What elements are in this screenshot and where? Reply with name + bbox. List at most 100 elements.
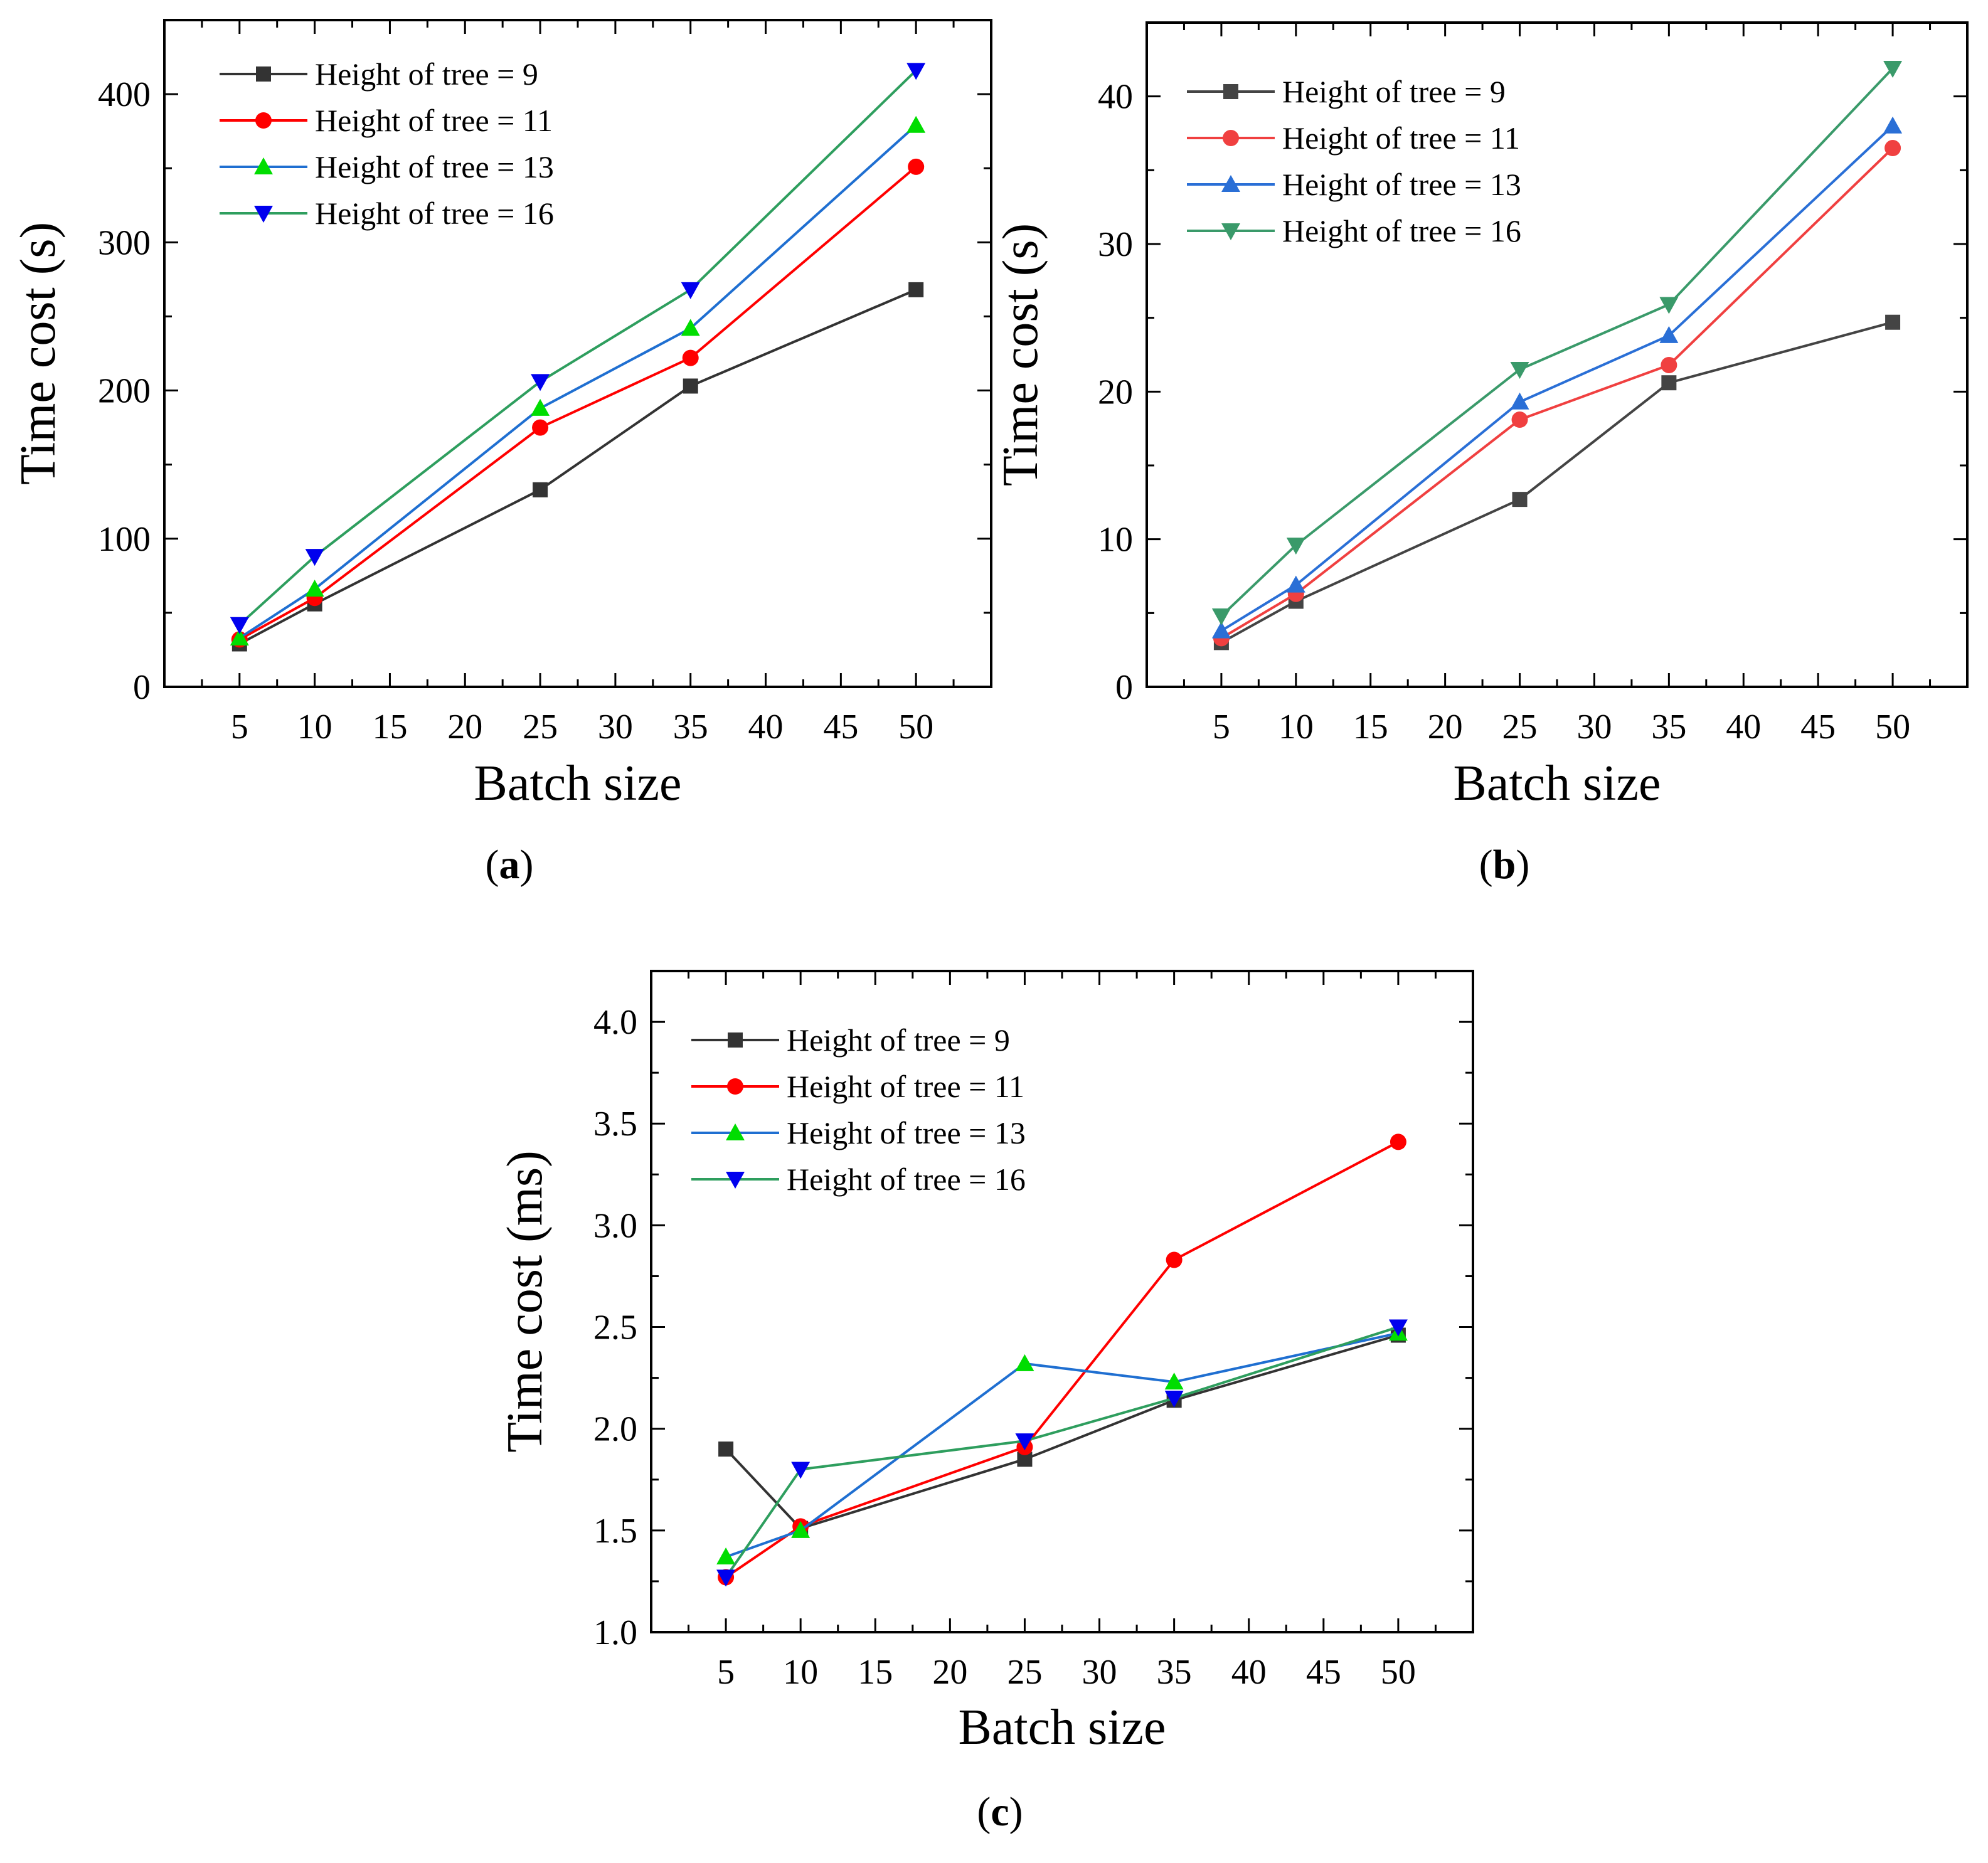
panel-c-series-4-point bbox=[791, 1462, 811, 1479]
panel-b-y-tick-label: 0 bbox=[1115, 668, 1133, 707]
panel-c-y-axis-title: Time cost (ms) bbox=[497, 1150, 553, 1453]
panel-b-x-tick-label: 15 bbox=[1353, 708, 1388, 746]
panel-b-series-3-point bbox=[1510, 392, 1529, 410]
panel-a-y-tick-label: 300 bbox=[98, 223, 151, 262]
panel-b-series-3-point bbox=[1211, 621, 1231, 639]
panel-a-y-tick-label: 200 bbox=[98, 372, 151, 411]
panel-b-y-tick-label: 20 bbox=[1098, 373, 1133, 411]
panel-b-legend-marker bbox=[1221, 223, 1240, 240]
panel-c-chart: 5 10 15 20 25 30 35 40 45 50 1.0 1.5 2.0 2.5 3.0 3.5 4.0… bbox=[497, 970, 1474, 1835]
panel-a-y-tick-label: 100 bbox=[98, 520, 151, 559]
panel-b-legend-label: Height of tree = 13 bbox=[1282, 167, 1521, 202]
panel-c-series-2-point bbox=[1166, 1251, 1183, 1268]
panel-b-x-tick-label: 45 bbox=[1800, 708, 1836, 746]
panel-a-series-2-point bbox=[532, 419, 549, 436]
panel-a-series-1-point bbox=[533, 482, 548, 497]
panel-a-legend-label: Height of tree = 16 bbox=[315, 196, 554, 231]
panel-c-panel-label: (c) bbox=[977, 1789, 1023, 1835]
panel-a-series-4-point bbox=[305, 549, 324, 566]
panel-c-x-tick-label: 5 bbox=[717, 1653, 735, 1692]
panel-a-x-axis-title: Batch size bbox=[474, 756, 682, 811]
panel-a-series-2-point bbox=[908, 158, 925, 175]
panel-b-y-tick-label: 10 bbox=[1098, 521, 1133, 560]
panel-a-y-tick-label: 400 bbox=[98, 75, 151, 114]
panel-b-series-3-point bbox=[1883, 116, 1903, 134]
panel-b-x-tick-label: 50 bbox=[1875, 708, 1910, 746]
panel-b-x-tick-label: 40 bbox=[1726, 708, 1761, 746]
panel-c-series-3-point bbox=[1015, 1354, 1034, 1371]
panel-c-x-axis-title: Batch size bbox=[959, 1700, 1166, 1755]
panel-a-series-3-point bbox=[906, 115, 926, 133]
panel-c-x-tick-label: 45 bbox=[1306, 1653, 1341, 1692]
panel-a-chart: 5 10 15 20 25 30 35 40 45 50 0 100 200 300 400 Height o… bbox=[11, 19, 992, 888]
panel-b-x-tick-label: 30 bbox=[1576, 708, 1612, 746]
panel-a-y-axis-title: Time cost (s) bbox=[11, 222, 66, 485]
panel-c-legend-marker bbox=[726, 1123, 745, 1140]
panel-c-y-tick-label: 3.5 bbox=[593, 1105, 637, 1144]
panel-c-series-2-point bbox=[1390, 1133, 1406, 1150]
panel-a-series-3-point bbox=[230, 629, 249, 646]
panel-b-legend-marker bbox=[1223, 84, 1238, 99]
panel-c-x-tick-label: 30 bbox=[1082, 1653, 1117, 1692]
panel-b-panel-label: (b) bbox=[1479, 842, 1530, 888]
panel-b-axes-frame bbox=[1145, 21, 1969, 688]
panel-c-x-tick-label: 15 bbox=[858, 1653, 893, 1692]
panel-a-series-1-point bbox=[683, 378, 698, 394]
panel-c-x-tick-label: 40 bbox=[1231, 1653, 1267, 1692]
panel-b-y-axis-title: Time cost (s) bbox=[993, 223, 1048, 486]
panel-a-legend-marker bbox=[255, 112, 272, 129]
panel-c-legend-marker bbox=[727, 1078, 743, 1095]
panel-a-series-2-point bbox=[682, 349, 699, 366]
panel-a-x-tick-label: 10 bbox=[297, 708, 332, 746]
panel-b-x-tick-label: 10 bbox=[1278, 708, 1314, 746]
panel-c-x-tick-label: 10 bbox=[783, 1653, 818, 1692]
panel-c-series-4-point bbox=[1164, 1391, 1184, 1408]
panel-b-x-axis-title: Batch size bbox=[1454, 756, 1661, 811]
panel-c-y-tick-label: 2.5 bbox=[593, 1308, 637, 1347]
panel-b-y-tick-label: 30 bbox=[1098, 225, 1133, 264]
panel-c-legend-label: Height of tree = 11 bbox=[787, 1069, 1024, 1104]
panel-b-chart: 5 10 15 20 25 30 35 40 45 50 0 10 20 30 40 Height of tr… bbox=[993, 21, 1969, 888]
panel-b-x-tick-label: 35 bbox=[1651, 708, 1686, 746]
panel-a-legend-label: Height of tree = 11 bbox=[315, 103, 553, 138]
panel-b-legend-marker bbox=[1223, 130, 1239, 146]
panel-b-series-3-point bbox=[1659, 326, 1679, 343]
panel-c-series-3-point bbox=[791, 1521, 811, 1538]
panel-c-series-4-point bbox=[716, 1569, 736, 1587]
panel-a-series-4-point bbox=[230, 617, 249, 634]
panel-c-y-tick-label: 3.0 bbox=[593, 1206, 637, 1245]
panel-c-x-tick-label: 25 bbox=[1007, 1653, 1042, 1692]
panel-a-legend-marker bbox=[254, 157, 273, 174]
panel-b-series-2-point bbox=[1884, 140, 1901, 157]
panel-a-legend-label: Height of tree = 9 bbox=[315, 56, 538, 92]
panel-b-series-1-point bbox=[1661, 375, 1677, 391]
panel-a-series-3-point bbox=[305, 580, 324, 597]
panel-c-legend-marker bbox=[728, 1032, 743, 1048]
panel-a-series-line-1 bbox=[238, 289, 917, 645]
panel-a-series-3-point bbox=[681, 319, 700, 336]
panel-b-series-4-point bbox=[1286, 538, 1305, 555]
panel-a-panel-label: (a) bbox=[486, 842, 534, 888]
panel-a-series-1-point bbox=[908, 282, 924, 297]
panel-b-legend-label: Height of tree = 11 bbox=[1282, 120, 1520, 156]
panel-a-series-4-point bbox=[906, 63, 926, 80]
panel-c-legend-label: Height of tree = 9 bbox=[787, 1022, 1010, 1058]
panel-c-y-tick-label: 4.0 bbox=[593, 1003, 637, 1042]
panel-c-x-tick-label: 20 bbox=[932, 1653, 967, 1692]
panel-a-legend-marker bbox=[256, 66, 271, 82]
panel-c-legend-marker bbox=[726, 1172, 745, 1189]
panel-a-series-4-point bbox=[681, 282, 700, 299]
panel-a-x-tick-label: 25 bbox=[523, 708, 558, 746]
panel-a-x-tick-label: 40 bbox=[748, 708, 784, 746]
panel-c-series-1-point bbox=[718, 1441, 734, 1457]
panel-b-series-4-point bbox=[1659, 297, 1679, 314]
panel-b-series-1-point bbox=[1512, 492, 1528, 507]
panel-a-x-tick-label: 30 bbox=[598, 708, 633, 746]
panel-c-series-4-point bbox=[1388, 1319, 1408, 1337]
panel-b-series-2-point bbox=[1511, 411, 1528, 428]
panel-b-legend-marker bbox=[1221, 175, 1240, 192]
panel-b-x-tick-label: 25 bbox=[1502, 708, 1538, 746]
panel-a-series-3-point bbox=[531, 398, 550, 416]
panel-b-series-1-point bbox=[1885, 314, 1901, 330]
